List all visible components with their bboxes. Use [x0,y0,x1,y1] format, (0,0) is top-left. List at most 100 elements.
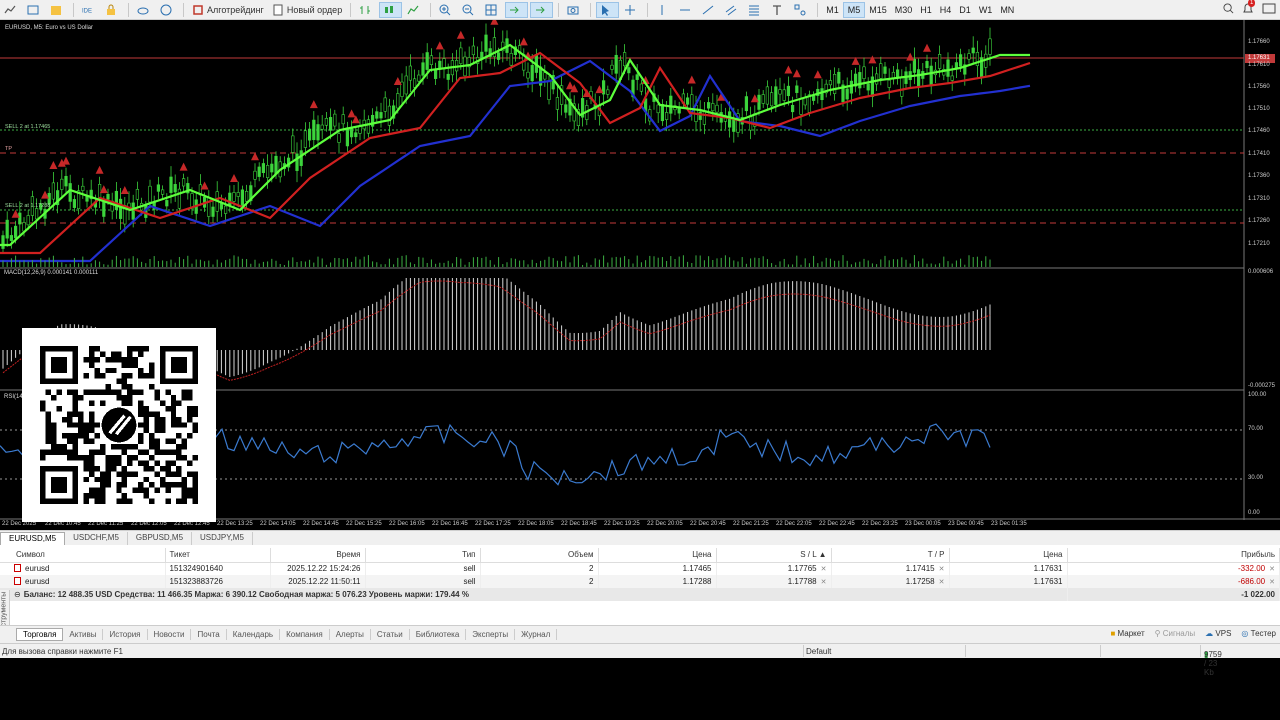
toolbox-side-tab[interactable]: Инструменты [0,590,10,645]
candlestick-icon[interactable] [379,1,403,18]
tab-experts[interactable]: Эксперты [466,629,516,640]
timeframe-m15[interactable]: M15 [869,4,887,15]
remove-sl-icon[interactable]: ✕ [820,566,827,574]
price-chart[interactable] [0,20,1280,530]
timeframe-m30[interactable]: M30 [894,4,913,15]
candle-body [942,69,946,76]
cursor-icon[interactable] [596,1,620,18]
tab-calendar[interactable]: Календарь [227,629,281,640]
tab-library[interactable]: Библиотека [410,629,467,640]
chart-tab-eurusd[interactable]: EURUSD,M5 [0,532,66,545]
column-ticket[interactable]: Тикет [165,548,271,563]
chart-tab-usdjpy[interactable]: USDJPY,M5 [192,532,253,545]
market-button[interactable]: ■ Маркет [1110,629,1145,638]
qr-module [110,356,117,363]
new-folder-icon[interactable] [47,2,68,18]
timeframe-d1[interactable]: D1 [959,4,971,15]
candle-body [744,96,748,112]
search-icon[interactable] [1223,2,1234,14]
ide-button[interactable]: IDE [79,2,100,18]
timeframe-w1[interactable]: W1 [978,4,993,15]
timeframe-m1[interactable]: M1 [826,4,839,15]
algo-trading-button[interactable]: Алготрейдинг [189,2,267,18]
crosshair-icon[interactable] [621,2,642,18]
column-type[interactable]: Тип [365,548,481,563]
cloud-icon[interactable] [134,2,155,18]
column-sl[interactable]: S / L ▲ [716,548,832,563]
column-price[interactable]: Цена [598,548,717,563]
candle-body [790,104,795,113]
tab-mailbox[interactable]: Почта [191,629,227,640]
autoscroll-icon[interactable] [505,1,529,18]
candle-body [685,97,690,105]
tab-assets[interactable]: Активы [63,629,104,640]
column-time[interactable]: Время [270,548,366,563]
lock-icon[interactable] [102,2,123,18]
horizontal-line-icon[interactable] [676,2,697,18]
qr-module [61,433,68,439]
line-chart-icon[interactable] [404,2,425,18]
notifications-icon[interactable]: 1 [1242,0,1256,14]
candle-body [887,79,891,88]
status-divider [1100,645,1101,657]
remove-tp-icon[interactable]: ✕ [938,579,945,586]
tab-articles[interactable]: Статьи [371,629,410,640]
chart-tab-usdchf[interactable]: USDCHF,M5 [65,532,128,545]
qr-module [132,471,139,477]
new-order-button[interactable]: Новый ордер [269,2,345,18]
column-volume[interactable]: Объем [480,548,599,563]
tab-history[interactable]: История [103,629,148,640]
templates-icon[interactable] [24,2,45,18]
column-symbol[interactable]: Символ [0,548,166,563]
text-icon[interactable] [768,2,789,18]
qr-module [61,416,68,423]
timeframe-mn[interactable]: MN [1000,4,1015,15]
tab-trade[interactable]: Торговля [16,628,64,641]
fibonacci-icon[interactable] [745,2,766,18]
globe-icon[interactable] [157,2,178,18]
table-row[interactable]: eurusd 151323883726 2025.12.22 11:50:11 … [0,575,1280,588]
profile-icon[interactable] [1262,3,1276,14]
qr-module [187,389,193,396]
column-tp[interactable]: T / P [831,548,950,563]
qr-module [148,362,155,368]
timeframe-h4[interactable]: H4 [939,4,952,15]
tester-button[interactable]: ◎ Тестер [1241,629,1276,638]
remove-sl-icon[interactable]: ✕ [820,579,827,586]
signals-button[interactable]: ⚲ Сигналы [1154,629,1196,638]
zoom-out-icon[interactable] [459,2,480,18]
chart-tab-gbpusd[interactable]: GBPUSD,M5 [128,532,193,545]
close-position-icon[interactable]: ✕ [1269,579,1275,586]
vps-button[interactable]: ☁ VPS [1205,629,1232,638]
candle-body [958,54,963,67]
timeframe-h1[interactable]: H1 [920,4,932,15]
remove-tp-icon[interactable]: ✕ [938,566,945,574]
timeframe-m5[interactable]: M5 [842,1,866,18]
zoom-in-icon[interactable] [436,2,457,18]
screenshot-icon[interactable] [564,2,585,18]
candle-body [51,182,55,200]
chart-shift-icon[interactable] [530,1,554,18]
bar-chart-icon[interactable] [356,2,377,18]
column-current-price[interactable]: Цена [949,548,1068,563]
candle-body [601,80,606,95]
chart-menu-icon[interactable] [1,2,22,18]
qr-module [176,471,182,477]
tab-journal[interactable]: Журнал [515,629,558,640]
grid-icon[interactable] [482,2,503,18]
qr-module [170,422,177,428]
qr-module [78,454,84,461]
vertical-line-icon[interactable] [653,2,674,18]
column-profit[interactable]: Прибыль [1067,548,1280,563]
tab-company[interactable]: Компания [280,629,330,640]
trendline-icon[interactable] [699,2,720,18]
qr-module [138,482,144,488]
table-row[interactable]: eurusd 151324901640 2025.12.22 15:24:26 … [0,562,1280,575]
channel-icon[interactable] [722,2,743,18]
shapes-icon[interactable] [791,2,812,18]
tab-news[interactable]: Новости [148,629,192,640]
tab-alerts[interactable]: Алерты [330,629,371,640]
close-position-icon[interactable]: ✕ [1269,566,1275,574]
sell-arrow-icon [351,115,360,124]
qr-module [154,449,160,455]
